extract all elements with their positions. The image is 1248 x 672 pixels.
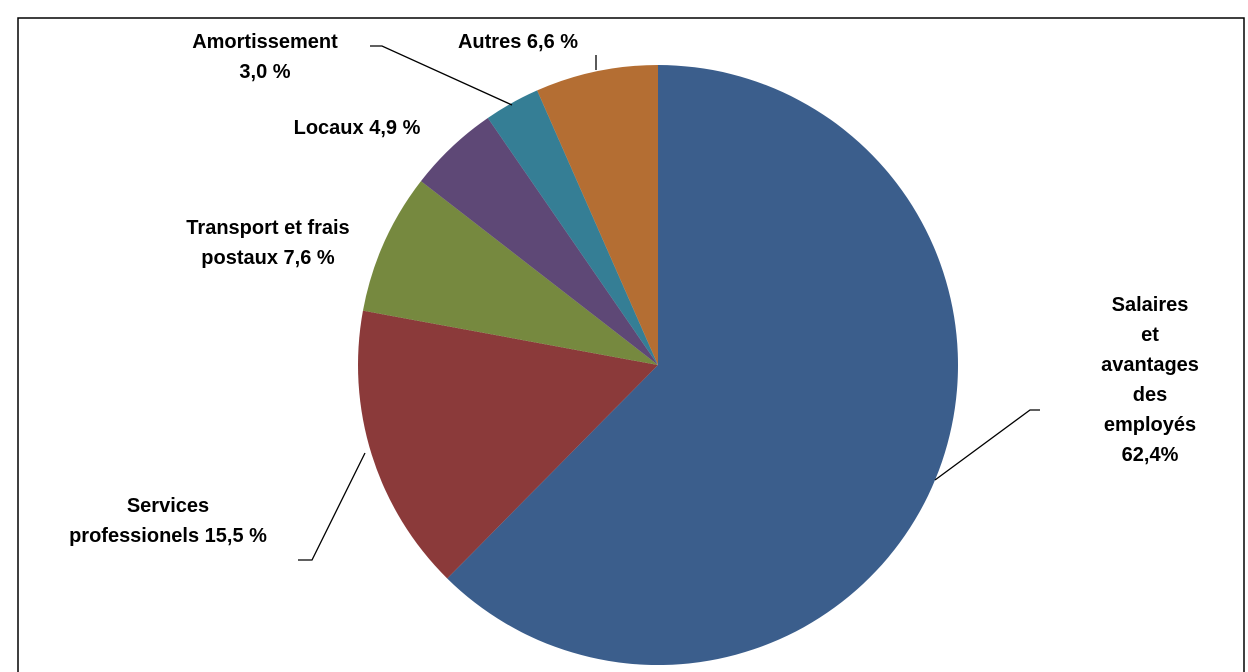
pie-slice [420, 117, 658, 366]
leader-line [934, 409, 1040, 481]
chart-frame [17, 17, 1245, 672]
label-name: Transport et frais postaux [186, 217, 350, 269]
label-value: 4,9 % [369, 117, 421, 139]
label-name: Amortissement [192, 31, 338, 53]
label-name: Salaires et avantages des employés [1101, 294, 1199, 436]
leader-line [298, 452, 366, 561]
data-label: Autres 6,6 % [458, 27, 578, 57]
pie-slice [487, 90, 658, 366]
pie-slice [447, 65, 959, 665]
label-name: Locaux [293, 117, 364, 139]
label-value: 15,5 % [204, 525, 267, 547]
pie-slice [362, 181, 658, 365]
label-name: Autres [457, 31, 522, 53]
label-value: 6,6 % [526, 31, 579, 53]
data-label: Salaires et avantages des employés 62,4% [1101, 290, 1199, 470]
pie [358, 65, 959, 665]
label-name: Services professionels [69, 495, 210, 547]
label-value: 62,4% [1121, 444, 1179, 466]
data-label: Amortissement 3,0 % [192, 27, 338, 87]
pie-slice [358, 310, 658, 579]
data-label: Transport et frais postaux 7,6 % [186, 213, 349, 273]
data-label: Locaux 4,9 % [294, 113, 421, 143]
pie-slice [537, 65, 658, 365]
label-value: 3,0 % [239, 61, 291, 83]
data-label: Services professionels 15,5 % [69, 491, 267, 551]
leader-line [370, 45, 513, 106]
label-value: 7,6 % [283, 247, 335, 269]
leader-lines [298, 45, 1040, 561]
